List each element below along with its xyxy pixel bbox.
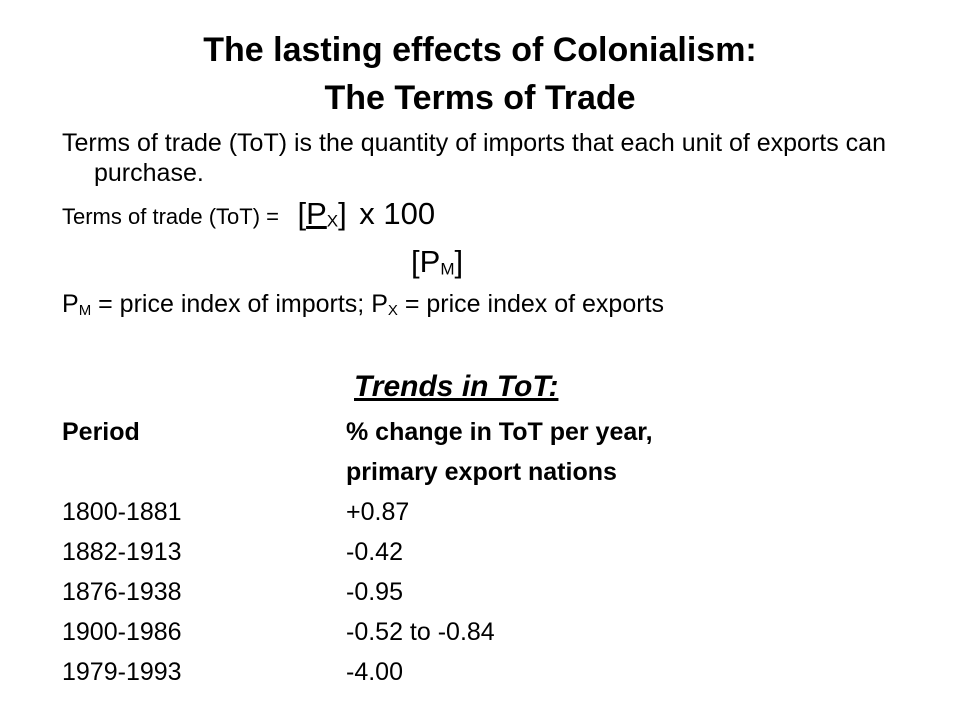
- table-header-row-2: primary export nations: [62, 452, 866, 492]
- variable-legend: PM = price index of imports; PX = price …: [62, 290, 664, 319]
- legend-pm-text: = price index of imports;: [98, 290, 365, 318]
- legend-pm-base: P: [62, 290, 79, 318]
- period-cell: 1876-1938: [62, 577, 182, 606]
- table-header-row: Period % change in ToT per year,: [62, 412, 866, 452]
- formula-label: Terms of trade (ToT) =: [62, 204, 280, 229]
- legend-pm-sub: M: [78, 302, 92, 319]
- formula: Terms of trade (ToT) = [PX] x 100: [62, 196, 435, 246]
- period-cell: 1882-1913: [62, 537, 182, 566]
- period-cell: 1900-1986: [62, 617, 182, 646]
- table-row: 1876-1938 -0.95: [62, 572, 866, 612]
- trends-heading: Trends in ToT:: [354, 370, 559, 403]
- table-row: 1900-1986 -0.52 to -0.84: [62, 612, 866, 652]
- change-cell: -0.42: [346, 537, 403, 566]
- period-cell: 1979-1993: [62, 657, 182, 686]
- tot-table: Period % change in ToT per year, primary…: [62, 412, 866, 692]
- change-cell: +0.87: [346, 497, 410, 526]
- col-period-header: Period: [62, 417, 140, 446]
- change-cell: -0.52 to -0.84: [346, 617, 495, 646]
- title-line-1: The lasting effects of Colonialism:: [203, 31, 757, 69]
- legend-px-sub: X: [387, 302, 398, 319]
- definition-text: Terms of trade (ToT) is the quantity of …: [62, 129, 886, 187]
- denominator-sub: M: [440, 259, 455, 279]
- legend-px-text: = price index of exports: [404, 290, 665, 318]
- slide-title: The lasting effects of Colonialism: The …: [0, 26, 960, 122]
- formula-denominator: [PM]: [411, 244, 464, 279]
- formula-multiplier: x 100: [359, 196, 436, 231]
- formula-numerator: [PX]: [297, 196, 347, 231]
- legend-px-base: P: [371, 290, 388, 318]
- numerator-sub: X: [326, 211, 339, 231]
- table-row: 1882-1913 -0.42: [62, 532, 866, 572]
- col-period-header-spacer: [62, 452, 346, 492]
- col-change-header-line2: primary export nations: [346, 457, 617, 486]
- change-cell: -4.00: [346, 657, 403, 686]
- table-row: 1979-1993 -4.00: [62, 652, 866, 692]
- table-row: 1800-1881 +0.87: [62, 492, 866, 532]
- col-change-header: % change in ToT per year,: [346, 417, 653, 446]
- title-line-2: The Terms of Trade: [324, 79, 636, 117]
- denominator-base: P: [419, 244, 441, 279]
- numerator-base: P: [306, 196, 327, 231]
- period-cell: 1800-1881: [62, 497, 182, 526]
- change-cell: -0.95: [346, 577, 403, 606]
